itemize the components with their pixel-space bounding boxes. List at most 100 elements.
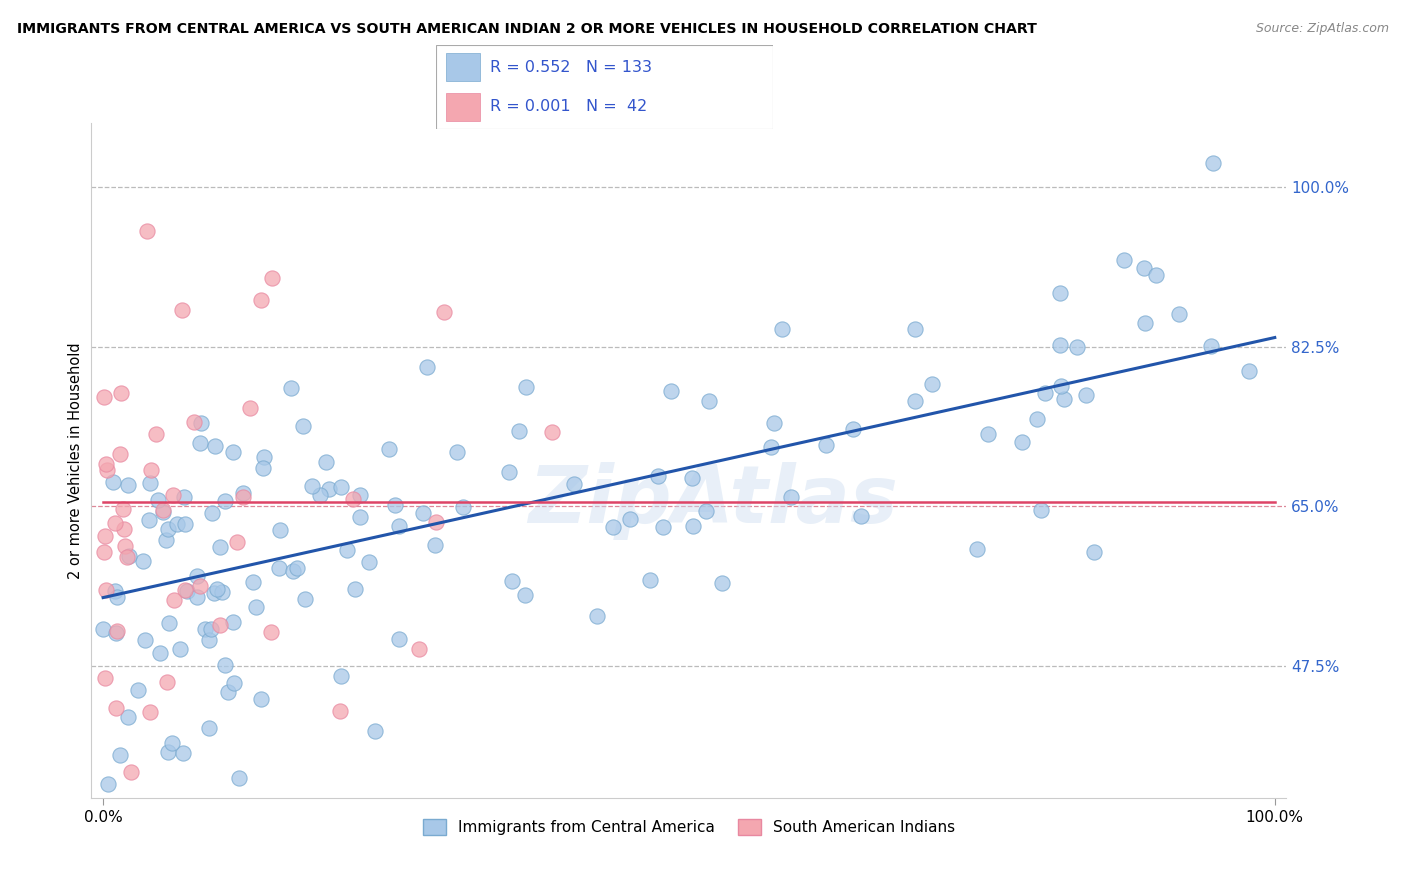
- Point: [225, 534, 247, 549]
- Point: [152, 503, 174, 517]
- Point: [260, 270, 283, 285]
- Point: [152, 505, 174, 519]
- Point: [695, 504, 717, 518]
- Point: [652, 520, 675, 534]
- Point: [141, 463, 163, 477]
- Point: [344, 582, 367, 596]
- Point: [904, 394, 927, 409]
- Point: [349, 488, 371, 502]
- Point: [120, 765, 142, 780]
- Point: [118, 549, 141, 563]
- Point: [232, 490, 254, 504]
- Point: [682, 519, 704, 533]
- Point: [112, 523, 135, 537]
- Point: [433, 305, 456, 319]
- Point: [157, 745, 180, 759]
- Point: [301, 478, 323, 492]
- Point: [138, 705, 160, 719]
- Point: [108, 447, 131, 461]
- Point: [193, 622, 215, 636]
- Point: [232, 485, 254, 500]
- Point: [112, 501, 135, 516]
- Point: [208, 540, 231, 554]
- Point: [146, 493, 169, 508]
- Point: [104, 701, 127, 715]
- Point: [315, 455, 337, 469]
- Point: [1199, 339, 1222, 353]
- Point: [211, 585, 233, 599]
- Point: [174, 517, 197, 532]
- Point: [132, 554, 155, 568]
- Point: [1133, 316, 1156, 330]
- Point: [104, 584, 127, 599]
- Point: [127, 683, 149, 698]
- Point: [387, 519, 409, 533]
- Point: [239, 401, 262, 415]
- Point: [250, 692, 273, 706]
- Point: [96, 777, 118, 791]
- Point: [451, 500, 474, 514]
- Point: [222, 615, 245, 630]
- Point: [228, 771, 250, 785]
- Point: [842, 422, 865, 436]
- Point: [1053, 392, 1076, 407]
- Point: [287, 561, 309, 575]
- Point: [585, 608, 607, 623]
- Point: [157, 616, 180, 631]
- Point: [1011, 434, 1033, 449]
- Point: [1029, 503, 1052, 517]
- Point: [200, 622, 222, 636]
- Point: [198, 721, 221, 735]
- Point: [93, 544, 115, 558]
- Point: [849, 509, 872, 524]
- Point: [638, 573, 661, 587]
- Point: [93, 622, 115, 636]
- Point: [250, 293, 273, 307]
- Point: [190, 416, 212, 430]
- Point: [117, 710, 139, 724]
- Point: [188, 579, 211, 593]
- Point: [408, 641, 430, 656]
- Point: [145, 427, 167, 442]
- Text: Source: ZipAtlas.com: Source: ZipAtlas.com: [1256, 22, 1389, 36]
- Point: [309, 488, 332, 502]
- Point: [94, 458, 117, 472]
- Point: [104, 516, 127, 531]
- Text: R = 0.001   N =  42: R = 0.001 N = 42: [489, 99, 647, 114]
- Point: [659, 384, 682, 398]
- Point: [423, 538, 446, 552]
- Point: [770, 322, 793, 336]
- Point: [336, 542, 359, 557]
- Point: [242, 575, 264, 590]
- Point: [602, 520, 624, 534]
- Point: [446, 445, 468, 459]
- Point: [188, 436, 211, 450]
- Point: [110, 385, 132, 400]
- Point: [94, 529, 117, 543]
- Point: [1202, 156, 1225, 170]
- Point: [253, 450, 276, 465]
- Point: [205, 582, 228, 597]
- Point: [681, 471, 703, 485]
- Point: [93, 672, 115, 686]
- Point: [501, 574, 523, 588]
- Text: IMMIGRANTS FROM CENTRAL AMERICA VS SOUTH AMERICAN INDIAN 2 OR MORE VEHICLES IN H: IMMIGRANTS FROM CENTRAL AMERICA VS SOUTH…: [17, 22, 1036, 37]
- Point: [105, 626, 128, 640]
- Point: [105, 591, 128, 605]
- Point: [329, 479, 352, 493]
- Point: [1144, 268, 1167, 282]
- Point: [1049, 379, 1071, 393]
- Point: [904, 321, 927, 335]
- Point: [329, 704, 352, 718]
- Point: [162, 487, 184, 501]
- Point: [1033, 386, 1056, 401]
- Point: [169, 642, 191, 657]
- Point: [1237, 364, 1260, 378]
- Point: [619, 512, 641, 526]
- Point: [283, 564, 305, 578]
- Point: [318, 483, 340, 497]
- Point: [815, 438, 838, 452]
- Point: [1168, 307, 1191, 321]
- Bar: [446, 93, 479, 120]
- Point: [117, 478, 139, 492]
